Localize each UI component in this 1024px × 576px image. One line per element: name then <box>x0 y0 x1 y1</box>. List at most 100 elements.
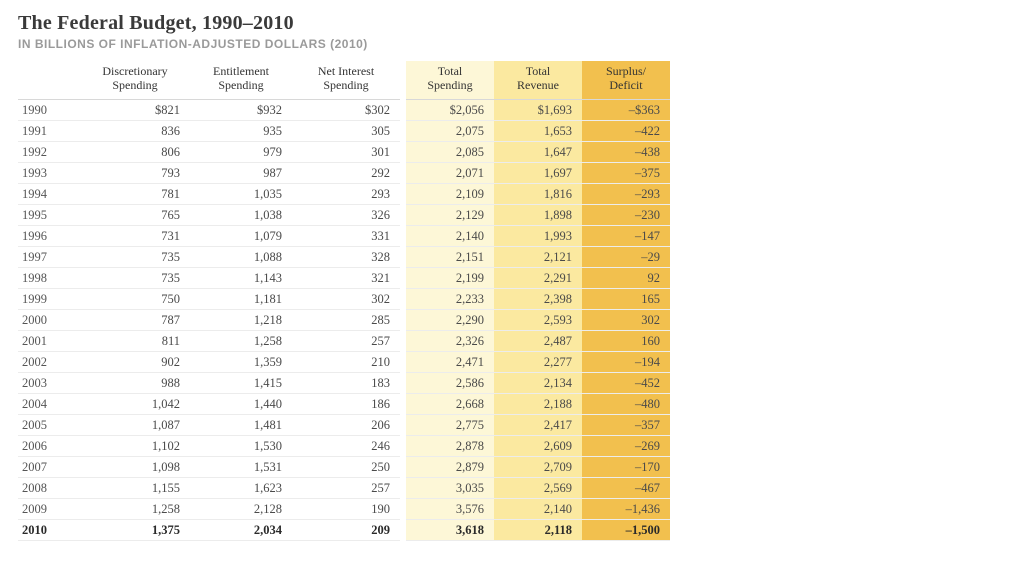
cell-surplus-deficit: –1,500 <box>582 519 670 540</box>
cell-entitlement: 1,181 <box>190 288 292 309</box>
cell-entitlement: 1,035 <box>190 183 292 204</box>
cell-discretionary: 836 <box>80 120 190 141</box>
cell-total-spending: 2,326 <box>406 330 494 351</box>
cell-surplus-deficit: –170 <box>582 456 670 477</box>
cell-entitlement: 1,481 <box>190 414 292 435</box>
cell-year: 1991 <box>18 120 80 141</box>
cell-total-spending: 2,085 <box>406 141 494 162</box>
cell-total-revenue: 2,569 <box>494 477 582 498</box>
cell-netinterest: 305 <box>292 120 400 141</box>
cell-surplus-deficit: –147 <box>582 225 670 246</box>
cell-year: 2008 <box>18 477 80 498</box>
cell-total-revenue: 2,593 <box>494 309 582 330</box>
table-row: 20071,0981,5312502,8792,709–170 <box>18 456 670 477</box>
cell-netinterest: 328 <box>292 246 400 267</box>
cell-year: 1994 <box>18 183 80 204</box>
cell-total-spending: 2,199 <box>406 267 494 288</box>
cell-entitlement: 1,218 <box>190 309 292 330</box>
cell-total-spending: 2,071 <box>406 162 494 183</box>
cell-netinterest: 250 <box>292 456 400 477</box>
cell-discretionary: 1,155 <box>80 477 190 498</box>
col-netinterest: Net InterestSpending <box>292 61 400 99</box>
cell-total-spending: 2,140 <box>406 225 494 246</box>
cell-netinterest: 301 <box>292 141 400 162</box>
cell-discretionary: 765 <box>80 204 190 225</box>
cell-total-revenue: 1,898 <box>494 204 582 225</box>
cell-surplus-deficit: 160 <box>582 330 670 351</box>
cell-total-spending: 2,129 <box>406 204 494 225</box>
cell-total-spending: 2,471 <box>406 351 494 372</box>
cell-surplus-deficit: –1,436 <box>582 498 670 519</box>
cell-total-revenue: 2,134 <box>494 372 582 393</box>
cell-entitlement: 2,128 <box>190 498 292 519</box>
cell-entitlement: 935 <box>190 120 292 141</box>
table-row: 20041,0421,4401862,6682,188–480 <box>18 393 670 414</box>
cell-total-spending: 2,775 <box>406 414 494 435</box>
cell-year: 1990 <box>18 99 80 120</box>
table-row: 19967311,0793312,1401,993–147 <box>18 225 670 246</box>
cell-total-revenue: 2,121 <box>494 246 582 267</box>
cell-total-revenue: $1,693 <box>494 99 582 120</box>
cell-total-spending: 2,879 <box>406 456 494 477</box>
cell-netinterest: 190 <box>292 498 400 519</box>
cell-total-revenue: 1,993 <box>494 225 582 246</box>
cell-total-spending: 2,233 <box>406 288 494 309</box>
cell-total-revenue: 1,816 <box>494 183 582 204</box>
cell-netinterest: $302 <box>292 99 400 120</box>
cell-year: 2010 <box>18 519 80 540</box>
cell-entitlement: 1,531 <box>190 456 292 477</box>
cell-netinterest: 293 <box>292 183 400 204</box>
cell-discretionary: 781 <box>80 183 190 204</box>
cell-year: 2005 <box>18 414 80 435</box>
cell-total-revenue: 1,697 <box>494 162 582 183</box>
cell-total-revenue: 2,417 <box>494 414 582 435</box>
budget-table: DiscretionarySpending EntitlementSpendin… <box>18 61 670 541</box>
page-subtitle: IN BILLIONS OF INFLATION-ADJUSTED DOLLAR… <box>18 37 1006 51</box>
table-header-row: DiscretionarySpending EntitlementSpendin… <box>18 61 670 99</box>
cell-netinterest: 183 <box>292 372 400 393</box>
cell-netinterest: 246 <box>292 435 400 456</box>
cell-netinterest: 302 <box>292 288 400 309</box>
table-row: 19957651,0383262,1291,898–230 <box>18 204 670 225</box>
cell-entitlement: 1,038 <box>190 204 292 225</box>
cell-total-spending: 3,576 <box>406 498 494 519</box>
cell-netinterest: 206 <box>292 414 400 435</box>
table-row: 20091,2582,1281903,5762,140–1,436 <box>18 498 670 519</box>
cell-surplus-deficit: –480 <box>582 393 670 414</box>
cell-netinterest: 292 <box>292 162 400 183</box>
cell-discretionary: 806 <box>80 141 190 162</box>
cell-year: 1993 <box>18 162 80 183</box>
table-row: 1990$821$932$302$2,056$1,693–$363 <box>18 99 670 120</box>
table-row: 20061,1021,5302462,8782,609–269 <box>18 435 670 456</box>
cell-surplus-deficit: 165 <box>582 288 670 309</box>
cell-surplus-deficit: –29 <box>582 246 670 267</box>
cell-discretionary: 750 <box>80 288 190 309</box>
cell-surplus-deficit: –438 <box>582 141 670 162</box>
cell-entitlement: 1,623 <box>190 477 292 498</box>
cell-netinterest: 285 <box>292 309 400 330</box>
cell-discretionary: 1,042 <box>80 393 190 414</box>
table-row: 19987351,1433212,1992,29192 <box>18 267 670 288</box>
cell-total-revenue: 2,291 <box>494 267 582 288</box>
cell-year: 2009 <box>18 498 80 519</box>
cell-entitlement: 1,143 <box>190 267 292 288</box>
cell-surplus-deficit: –$363 <box>582 99 670 120</box>
cell-discretionary: 793 <box>80 162 190 183</box>
table-row: 20029021,3592102,4712,277–194 <box>18 351 670 372</box>
table-row: 19977351,0883282,1512,121–29 <box>18 246 670 267</box>
col-surplus-deficit: Surplus/Deficit <box>582 61 670 99</box>
page-title: The Federal Budget, 1990–2010 <box>18 12 1006 35</box>
cell-year: 2004 <box>18 393 80 414</box>
cell-discretionary: $821 <box>80 99 190 120</box>
col-total-spending: TotalSpending <box>406 61 494 99</box>
cell-year: 2000 <box>18 309 80 330</box>
cell-year: 2007 <box>18 456 80 477</box>
cell-year: 1999 <box>18 288 80 309</box>
cell-netinterest: 321 <box>292 267 400 288</box>
cell-total-revenue: 2,487 <box>494 330 582 351</box>
table-row: 20051,0871,4812062,7752,417–357 <box>18 414 670 435</box>
cell-entitlement: 987 <box>190 162 292 183</box>
cell-year: 2002 <box>18 351 80 372</box>
cell-surplus-deficit: –230 <box>582 204 670 225</box>
cell-discretionary: 1,098 <box>80 456 190 477</box>
